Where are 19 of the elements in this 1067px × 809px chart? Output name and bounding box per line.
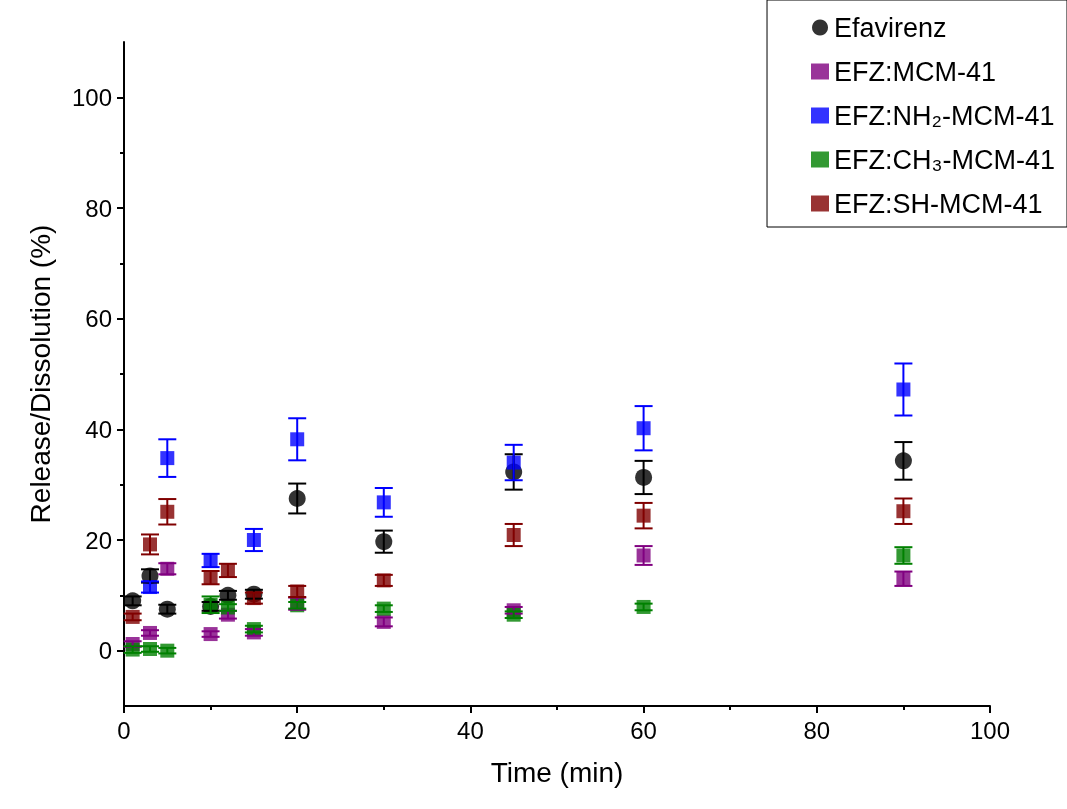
legend-label: EFZ:CH₃-MCM-41	[834, 144, 1055, 175]
y-tick-label: 100	[71, 83, 112, 111]
y-tick-label: 60	[85, 305, 112, 333]
y-tick-label: 20	[85, 526, 112, 554]
x-tick-label: 20	[283, 716, 311, 744]
x-tick-label: 80	[803, 716, 831, 744]
y-axis-title: Release/Dissolution (%)	[24, 224, 56, 524]
x-tick-label: 60	[630, 716, 657, 744]
y-tick-label: 40	[85, 415, 112, 443]
x-axis-title: Time (min)	[490, 756, 624, 788]
legend-label: Efavirenz	[834, 12, 947, 43]
y-tick-label: 0	[98, 637, 112, 665]
legend-label: EFZ:SH-MCM-41	[834, 188, 1043, 219]
x-tick-label: 0	[117, 716, 131, 744]
x-tick-label: 40	[457, 716, 484, 744]
x-tick-label: 100	[969, 716, 1011, 744]
y-tick-label: 80	[85, 194, 112, 222]
legend-label: EFZ:NH₂-MCM-41	[834, 100, 1055, 131]
legend-label: EFZ:MCM-41	[834, 56, 997, 87]
